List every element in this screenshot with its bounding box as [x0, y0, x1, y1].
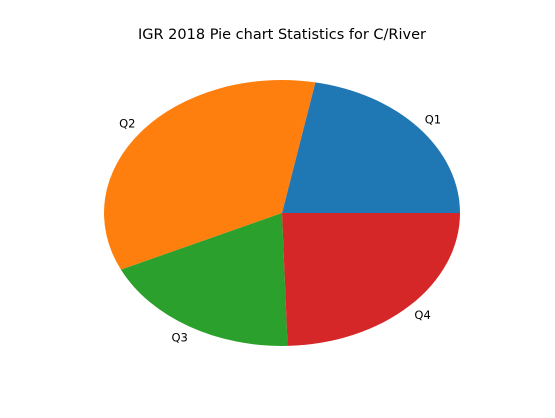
- pie-slice-q1: [282, 82, 460, 213]
- pie-labels: Q1 Q2 Q3 Q4: [119, 113, 441, 345]
- pie-slices: [104, 80, 460, 346]
- pie-slice-q3: [120, 213, 288, 346]
- pie-label-q3: Q3: [172, 331, 188, 345]
- pie-label-q4: Q4: [414, 308, 430, 322]
- chart-title: IGR 2018 Pie chart Statistics for C/Rive…: [138, 27, 426, 43]
- pie-slice-q2: [104, 80, 316, 270]
- pie-label-q2: Q2: [119, 116, 135, 130]
- pie-label-q1: Q1: [425, 113, 441, 127]
- pie-slice-q4: [282, 213, 460, 346]
